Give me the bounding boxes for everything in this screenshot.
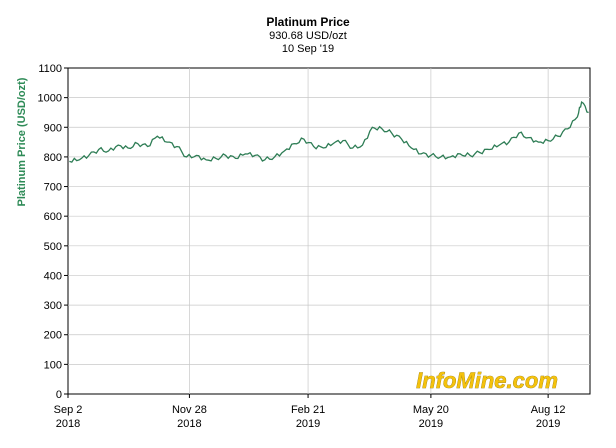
y-tick-label: 100 — [44, 359, 62, 371]
chart-title: Platinum Price — [266, 15, 350, 29]
x-tick-label-month: Feb 21 — [291, 404, 325, 416]
y-tick-label: 600 — [44, 211, 62, 223]
y-tick-label: 700 — [44, 182, 62, 194]
x-tick-label-month: Sep 2 — [54, 404, 83, 416]
chart-subtitle-date: 10 Sep '19 — [282, 43, 334, 55]
plot-area — [67, 67, 591, 395]
y-tick-label: 300 — [44, 300, 62, 312]
y-tick-label: 800 — [44, 152, 62, 164]
x-tick-label-month: Aug 12 — [531, 404, 566, 416]
y-tick-label: 200 — [44, 330, 62, 342]
chart-subtitle-price: 930.68 USD/ozt — [269, 30, 347, 42]
platinum-price-line — [69, 101, 589, 163]
x-axis-ticks: Sep 2 2018 Nov 28 2018 Feb 21 2019 May 20 2019 A… — [54, 394, 566, 430]
grid-lines — [68, 68, 590, 394]
y-tick-label: 0 — [56, 389, 62, 401]
y-tick-label: 400 — [44, 270, 62, 282]
infomine-watermark-logo: InfoMine.com — [416, 368, 558, 393]
y-tick-label: 900 — [44, 122, 62, 134]
y-axis-ticks: 0 100 200 300 400 500 600 700 800 900 1000 1100 — [38, 63, 68, 401]
x-tick-label-year: 2019 — [536, 418, 560, 430]
y-tick-label: 1000 — [38, 93, 62, 105]
x-tick-label-year: 2018 — [56, 418, 80, 430]
x-tick-label-year: 2019 — [296, 418, 320, 430]
y-tick-label: 500 — [44, 241, 62, 253]
x-tick-label-year: 2018 — [177, 418, 201, 430]
y-tick-label: 1100 — [38, 63, 62, 75]
x-tick-label-month: Nov 28 — [172, 404, 207, 416]
y-axis-label: Platinum Price (USD/ozt) — [16, 77, 28, 206]
x-tick-label-year: 2019 — [419, 418, 443, 430]
x-tick-label-month: May 20 — [413, 404, 449, 416]
